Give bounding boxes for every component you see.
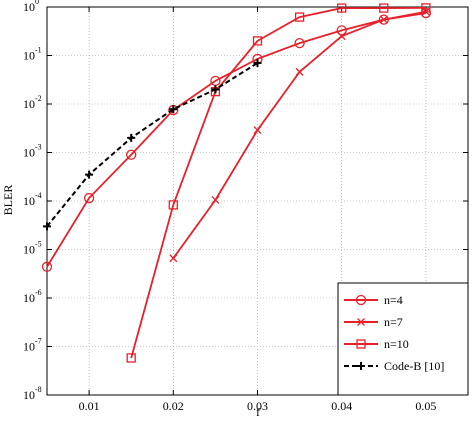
marker bbox=[43, 222, 51, 231]
marker bbox=[379, 15, 388, 24]
series-line bbox=[46, 62, 259, 227]
x-tick-label: 0.04 bbox=[331, 399, 352, 413]
legend-marker bbox=[356, 339, 366, 349]
x-tick-label: 0.05 bbox=[415, 399, 436, 413]
x-tick-label: 0.01 bbox=[79, 399, 100, 413]
y-axis-label: BLER bbox=[1, 185, 15, 216]
series-line bbox=[46, 12, 427, 268]
y-tick-exponent: -7 bbox=[35, 337, 42, 346]
marker bbox=[211, 85, 220, 94]
x-tick-label: 0.02 bbox=[163, 399, 184, 413]
marker bbox=[295, 67, 304, 76]
y-tick-exponent: -3 bbox=[35, 143, 42, 152]
y-tick-label: 10 bbox=[23, 291, 35, 305]
marker bbox=[169, 254, 178, 263]
marker bbox=[169, 105, 178, 114]
marker bbox=[210, 75, 221, 87]
y-tick-label: 10 bbox=[23, 243, 35, 257]
legend-label: n=4 bbox=[384, 293, 403, 307]
marker bbox=[168, 200, 178, 210]
y-tick-label: 10 bbox=[23, 97, 35, 111]
marker bbox=[253, 126, 262, 135]
marker bbox=[379, 3, 389, 13]
marker bbox=[253, 59, 262, 68]
legend-marker bbox=[357, 318, 365, 326]
marker bbox=[126, 353, 136, 363]
x-tick-label: 0.03 bbox=[247, 399, 268, 413]
marker bbox=[336, 25, 347, 36]
y-tick-exponent: -1 bbox=[35, 46, 42, 55]
y-tick-exponent: -5 bbox=[35, 240, 42, 249]
marker bbox=[252, 36, 263, 46]
marker bbox=[83, 192, 95, 204]
plot-frame bbox=[46, 6, 469, 396]
marker bbox=[337, 32, 346, 41]
y-tick-exponent: -2 bbox=[35, 94, 42, 103]
y-tick-label: 10 bbox=[23, 0, 35, 14]
legend-marker bbox=[355, 294, 367, 306]
y-tick-label: 10 bbox=[23, 146, 35, 160]
legend-label: n=10 bbox=[384, 337, 409, 351]
marker bbox=[294, 12, 305, 22]
marker bbox=[421, 3, 431, 13]
legend-box bbox=[337, 282, 469, 396]
marker bbox=[294, 37, 305, 49]
marker bbox=[211, 196, 220, 204]
marker bbox=[127, 133, 136, 142]
y-tick-label: 10 bbox=[23, 388, 35, 402]
legend-label: n=7 bbox=[384, 315, 403, 329]
y-tick-exponent: -4 bbox=[35, 191, 42, 200]
y-tick-exponent: 0 bbox=[35, 0, 39, 6]
y-tick-exponent: -6 bbox=[35, 288, 42, 297]
y-tick-label: 10 bbox=[23, 340, 35, 354]
y-tick-exponent: -8 bbox=[35, 385, 42, 394]
legend-marker bbox=[357, 362, 365, 370]
x-axis-label: f bbox=[256, 405, 260, 419]
marker bbox=[126, 149, 137, 160]
marker bbox=[41, 261, 53, 272]
y-tick-label: 10 bbox=[23, 194, 35, 208]
marker bbox=[85, 170, 94, 179]
marker bbox=[337, 3, 347, 13]
y-tick-label: 10 bbox=[23, 49, 35, 63]
legend-label: Code-B [10] bbox=[384, 359, 444, 373]
series-line bbox=[130, 6, 426, 359]
